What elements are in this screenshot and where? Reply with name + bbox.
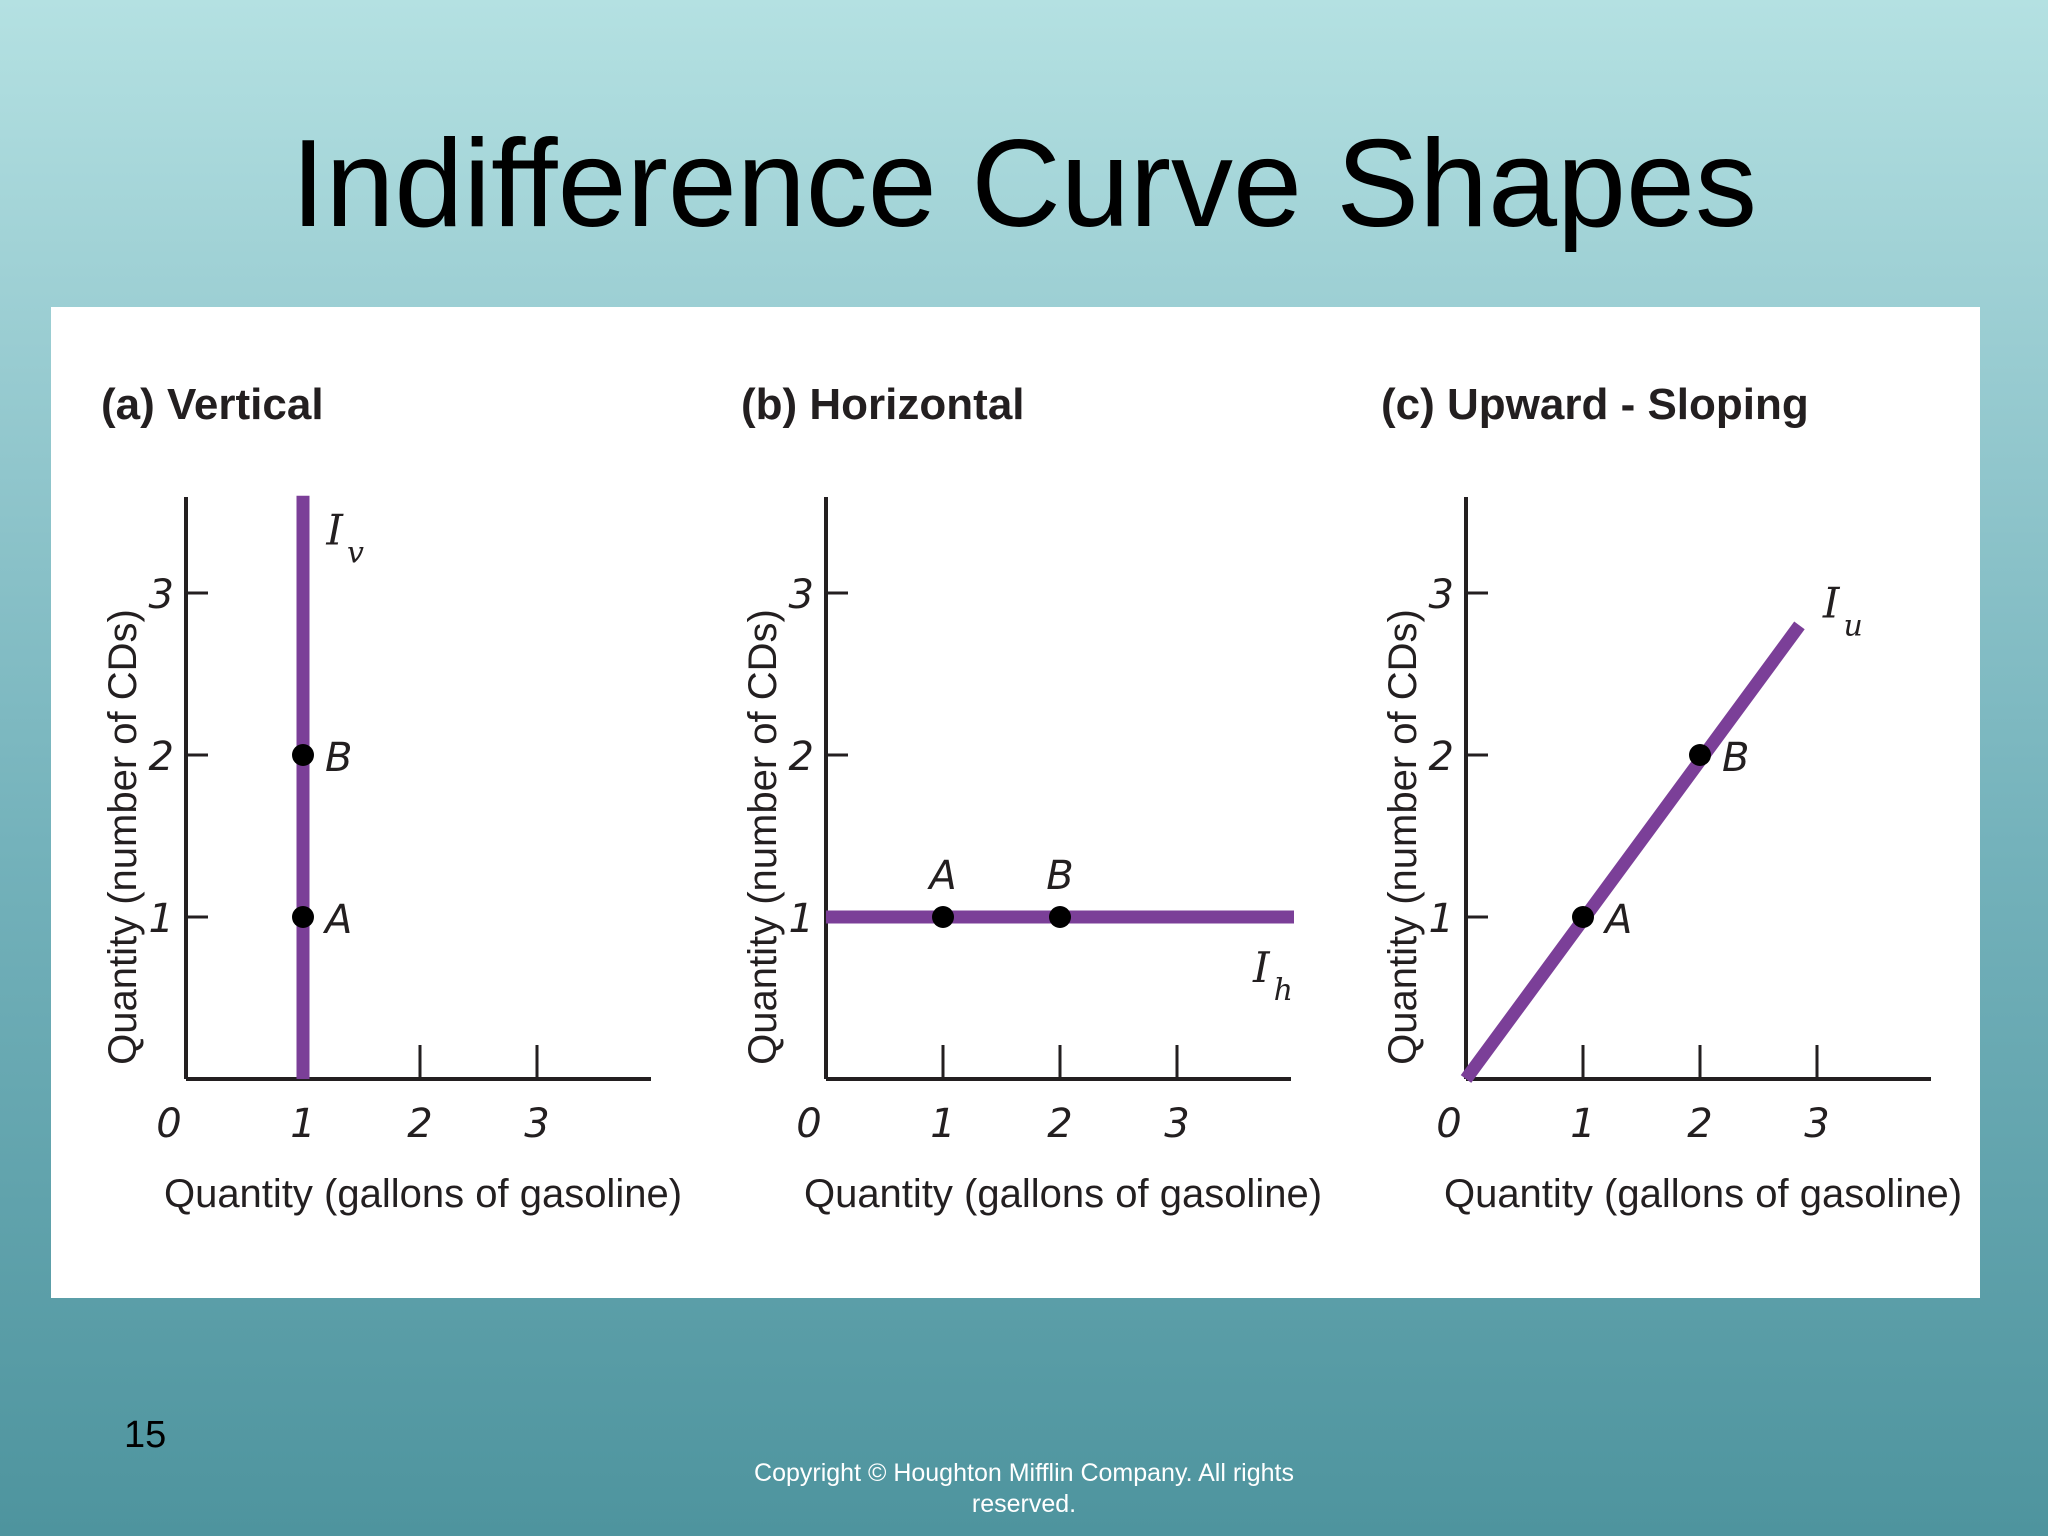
- y-tick-label: 1: [149, 896, 174, 942]
- y-axis-title: Quantity (number of CDs): [1381, 609, 1425, 1065]
- point-label: A: [1602, 897, 1632, 943]
- x-tick-label: 2: [1047, 1101, 1072, 1147]
- curve-label-main: I: [1822, 578, 1841, 627]
- chart-panel-1: (b) Horizontal 1 2 3 1 2 3 0 Quantity (gallons o…: [741, 380, 1322, 1216]
- figure-panel: (a) Vertical 1 2 3 1 2 3 0 Quantity (gallons of …: [51, 307, 1980, 1298]
- point-label: B: [1046, 853, 1073, 899]
- x-tick-label: 3: [1804, 1101, 1829, 1147]
- x-tick-label: 2: [407, 1101, 432, 1147]
- indifference-curve: [1460, 621, 1805, 1083]
- chart-title: (c) Upward - Sloping: [1381, 380, 1809, 429]
- point-b: [1049, 906, 1071, 928]
- curve-label-sub: h: [1274, 973, 1293, 1008]
- x-axis-title: Quantity (gallons of gasoline): [804, 1172, 1322, 1216]
- x-tick-label: 1: [930, 1101, 955, 1147]
- origin-label: 0: [1436, 1101, 1461, 1147]
- point-b: [292, 744, 314, 766]
- origin-label: 0: [156, 1101, 181, 1147]
- y-tick-label: 1: [789, 896, 814, 942]
- x-tick-label: 2: [1687, 1101, 1712, 1147]
- y-tick-label: 3: [789, 572, 814, 618]
- x-tick-label: 1: [290, 1101, 315, 1147]
- curve-label-sub: v: [347, 535, 364, 570]
- chart-panel-2: (c) Upward - Sloping 1 2 3 1 2 3 0 Quantity (gal…: [1381, 380, 1962, 1216]
- y-tick-label: 2: [1429, 734, 1454, 780]
- y-tick-label: 2: [149, 734, 174, 780]
- y-tick-label: 3: [149, 572, 174, 618]
- copyright-notice: Copyright © Houghton Mifflin Company. Al…: [754, 1459, 1294, 1518]
- point-label: B: [1722, 735, 1749, 781]
- x-axis-title: Quantity (gallons of gasoline): [1444, 1172, 1962, 1216]
- point-a: [292, 906, 314, 928]
- curve-label-main: I: [1252, 943, 1271, 992]
- chart-title: (a) Vertical: [101, 380, 324, 429]
- y-tick-label: 3: [1429, 572, 1454, 618]
- x-tick-label: 3: [1164, 1101, 1189, 1147]
- point-b: [1689, 744, 1711, 766]
- point-label: A: [322, 897, 352, 943]
- point-a: [1572, 906, 1594, 928]
- x-tick-label: 3: [524, 1101, 549, 1147]
- point-label: B: [325, 735, 352, 781]
- x-tick-label: 1: [1570, 1101, 1595, 1147]
- point-label: A: [926, 853, 956, 899]
- slide-number: 15: [124, 1414, 167, 1456]
- chart-panel-0: (a) Vertical 1 2 3 1 2 3 0 Quantity (gallons of …: [101, 380, 682, 1216]
- curve-label-main: I: [325, 505, 344, 554]
- y-tick-label: 1: [1429, 896, 1454, 942]
- charts-figure: (a) Vertical 1 2 3 1 2 3 0 Quantity (gallons of …: [101, 380, 1962, 1216]
- x-axis-title: Quantity (gallons of gasoline): [164, 1172, 682, 1216]
- curve-label-sub: u: [1843, 608, 1862, 643]
- slide-title: Indifference Curve Shapes: [291, 115, 1757, 253]
- y-axis-title: Quantity (number of CDs): [101, 609, 145, 1065]
- chart-title: (b) Horizontal: [741, 380, 1025, 429]
- y-axis-title: Quantity (number of CDs): [741, 609, 785, 1065]
- point-a: [932, 906, 954, 928]
- y-tick-label: 2: [789, 734, 814, 780]
- origin-label: 0: [796, 1101, 821, 1147]
